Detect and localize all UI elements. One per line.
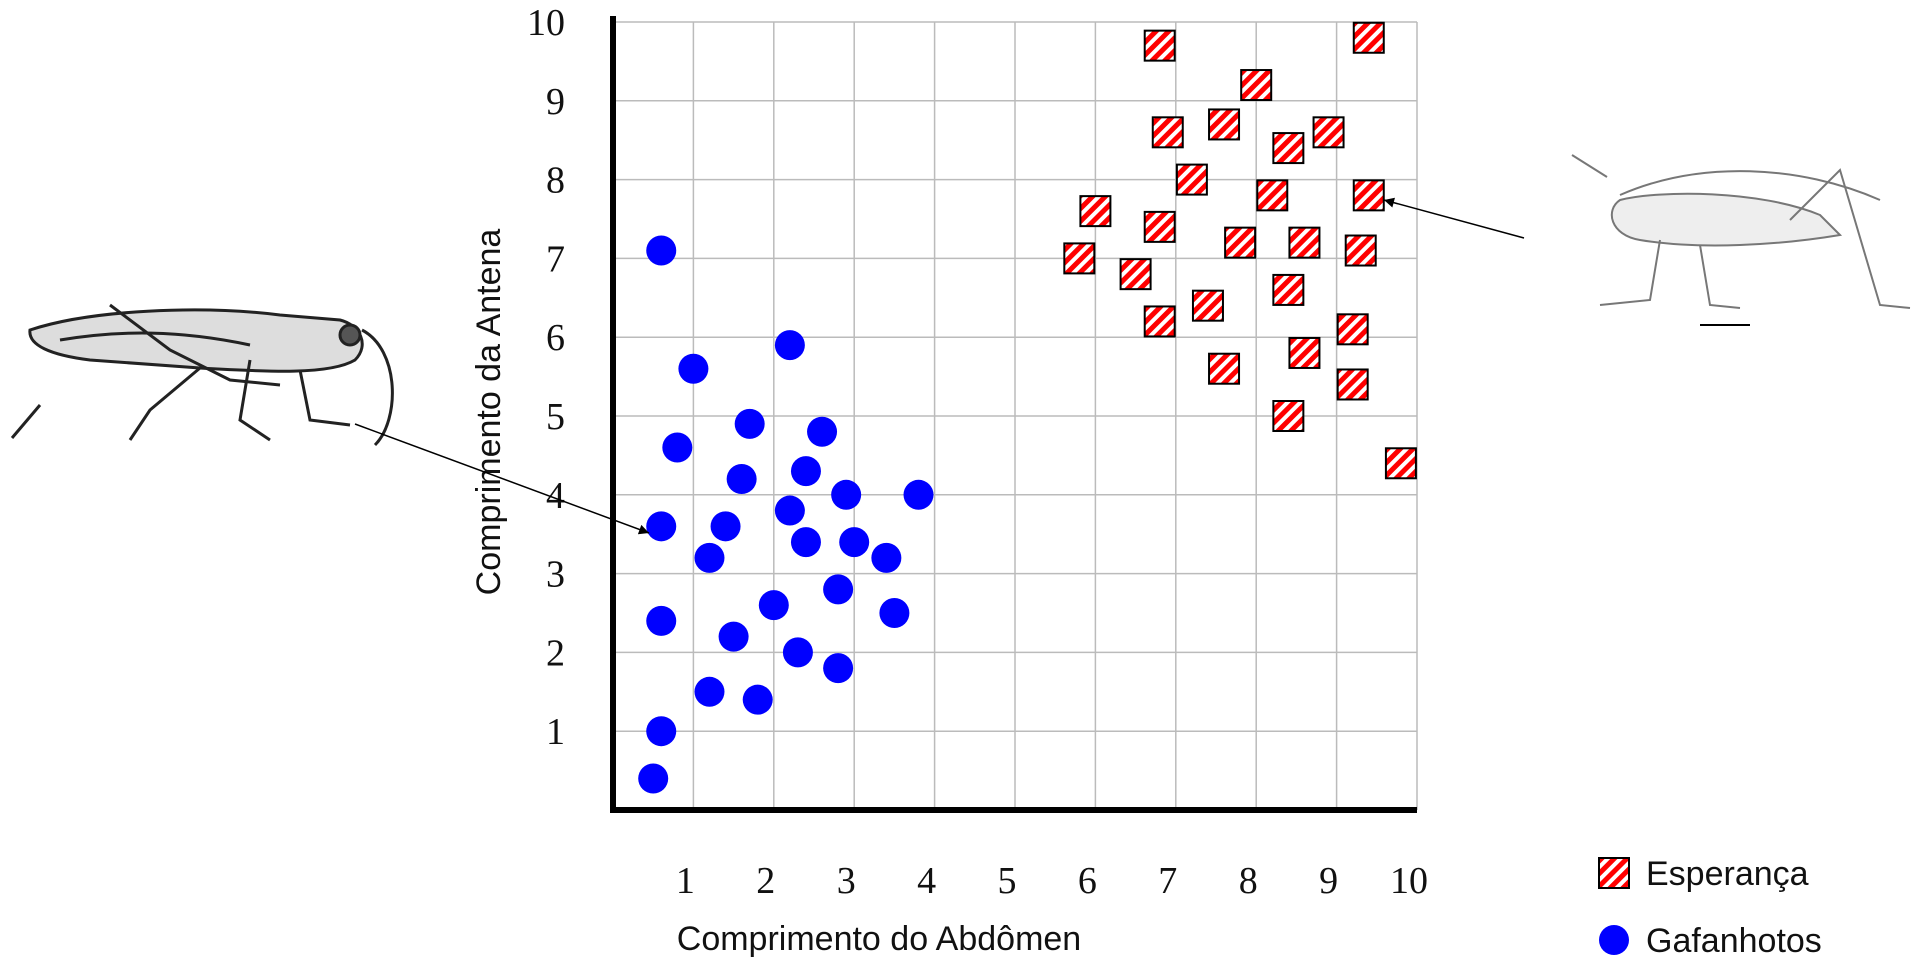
pointer-arrow	[1383, 197, 1525, 239]
point	[1208, 352, 1241, 385]
point	[790, 527, 821, 558]
x-tick-label: 10	[1390, 860, 1428, 902]
y-axis-label: Comprimento da Antena	[470, 229, 508, 596]
point	[871, 542, 902, 573]
y-tick-label: 2	[546, 632, 565, 674]
legend: Esperança Gafanhotos	[1598, 855, 1822, 960]
point	[1119, 258, 1152, 291]
y-tick-label: 4	[546, 475, 565, 517]
point	[646, 605, 677, 636]
x-tick-label: 9	[1319, 860, 1338, 902]
point	[823, 653, 854, 684]
point	[1288, 336, 1321, 369]
katydid-illustration	[1571, 154, 1911, 326]
point	[662, 432, 693, 463]
point	[1143, 305, 1176, 338]
x-tick-label: 8	[1239, 860, 1258, 902]
point	[1272, 400, 1305, 432]
point	[1208, 108, 1241, 141]
point	[742, 684, 773, 715]
point	[1352, 21, 1385, 54]
point	[1272, 132, 1305, 165]
point	[1352, 179, 1385, 212]
legend-label: Gafanhotos	[1646, 922, 1822, 960]
x-tick-label: 7	[1158, 860, 1177, 902]
point	[807, 416, 838, 447]
point	[1344, 234, 1377, 267]
y-tick-label: 5	[546, 396, 565, 438]
point	[774, 495, 805, 526]
point	[718, 621, 749, 652]
grasshopper-illustration	[10, 303, 394, 447]
pointer-arrow	[354, 423, 650, 535]
y-tick-label: 1	[546, 711, 565, 753]
point	[678, 353, 709, 384]
point	[1151, 116, 1184, 149]
point	[1240, 69, 1273, 102]
x-tick-label: 3	[837, 860, 856, 902]
point	[903, 479, 934, 510]
point	[790, 456, 821, 487]
point	[758, 590, 789, 621]
marks	[638, 21, 1417, 794]
point	[831, 479, 862, 510]
point	[1175, 163, 1208, 196]
x-tick-label: 5	[998, 860, 1017, 902]
point	[638, 763, 669, 794]
point	[646, 716, 677, 747]
legend-swatch	[1599, 925, 1629, 955]
point	[1224, 226, 1257, 259]
point	[1384, 447, 1417, 480]
point	[726, 464, 757, 495]
point	[1272, 273, 1305, 306]
x-axis-label: Comprimento do Abdômen	[677, 920, 1081, 958]
point	[694, 542, 725, 573]
point	[1143, 210, 1176, 243]
y-tick-label: 7	[546, 238, 565, 280]
point	[646, 511, 677, 542]
point	[1336, 313, 1369, 346]
y-tick-label: 6	[546, 317, 565, 359]
point	[1143, 29, 1176, 62]
y-tick-label: 8	[546, 160, 565, 202]
y-tick-label: 3	[546, 554, 565, 596]
x-tick-label: 1	[676, 860, 695, 902]
x-tick-label: 2	[756, 860, 775, 902]
x-tick-label: 4	[917, 860, 936, 902]
point	[1063, 242, 1096, 275]
point	[734, 408, 765, 439]
point	[710, 511, 741, 542]
point	[782, 637, 813, 668]
point	[1191, 289, 1224, 322]
point	[1256, 179, 1289, 212]
point	[1312, 116, 1345, 149]
point	[694, 676, 725, 707]
y-tick-label: 10	[527, 2, 565, 44]
point	[823, 574, 854, 605]
legend-label: Esperança	[1646, 855, 1809, 893]
point	[774, 330, 805, 361]
point	[839, 527, 870, 558]
legend-swatch	[1598, 857, 1630, 889]
x-tick-label: 6	[1078, 860, 1097, 902]
y-tick-label: 9	[546, 81, 565, 123]
point	[646, 235, 677, 266]
point	[879, 598, 910, 628]
point	[1079, 195, 1112, 228]
point	[1336, 368, 1369, 401]
point	[1288, 226, 1321, 259]
